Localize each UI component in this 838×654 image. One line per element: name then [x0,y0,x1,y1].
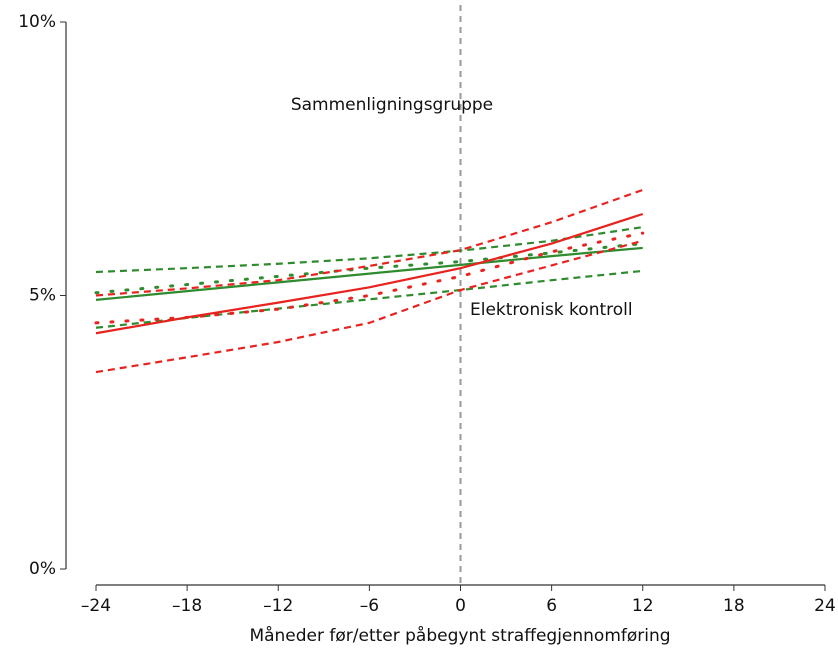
annotation: Sammenligningsgruppe [291,95,493,115]
y-tick-label: 10% [18,12,56,32]
x-tick-label: –24 [81,596,111,616]
x-tick-label: –18 [172,596,202,616]
series-line [94,242,645,295]
series-line [95,239,644,374]
x-tick-label: 24 [814,596,836,616]
annotation: Elektronisk kontroll [470,300,633,320]
series-line [95,188,644,297]
x-tick-label: 12 [632,596,654,616]
series-line [95,226,643,274]
series-line [95,212,644,335]
x-tick-label: 18 [723,596,745,616]
x-tick-label: 0 [455,596,466,616]
x-tick-label: –12 [263,596,293,616]
y-tick-label: 0% [29,559,56,579]
x-axis-label: Måneder før/etter påbegynt straffegjenno… [249,625,670,646]
series-line [95,269,643,329]
series-line [95,246,643,301]
y-tick-label: 5% [29,286,56,306]
x-tick-label: 6 [546,596,557,616]
x-tick-label: –6 [360,596,379,616]
